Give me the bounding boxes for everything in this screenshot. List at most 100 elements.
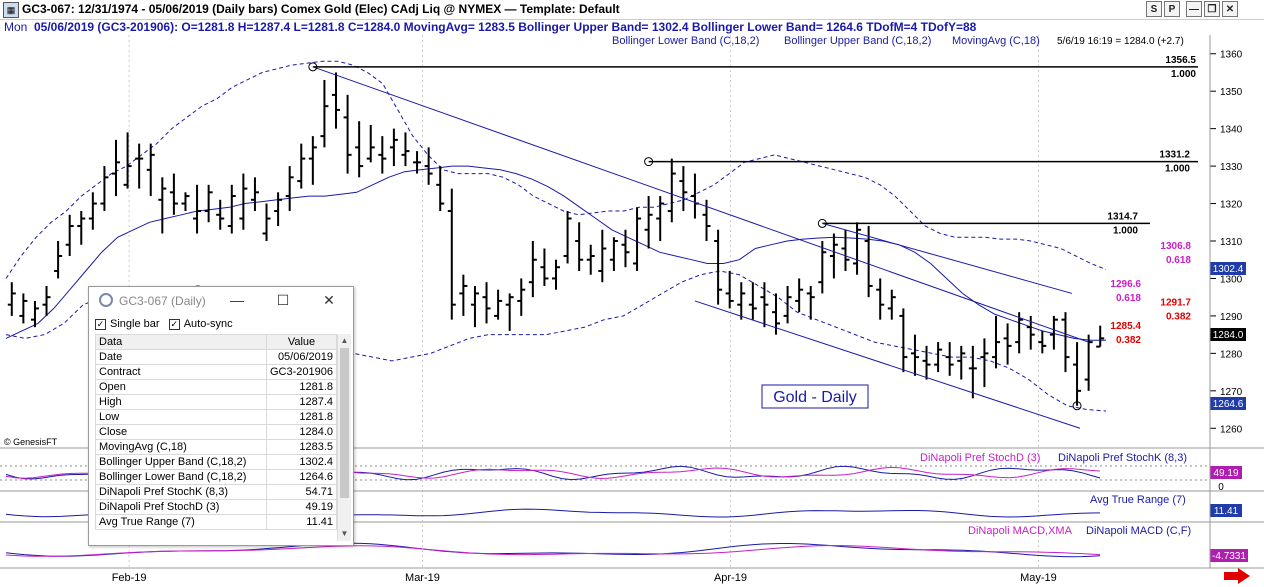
ohlc-bar <box>135 143 144 189</box>
single-bar-label: Single bar <box>110 318 160 330</box>
data-row: Avg True Range (7) 11.41 <box>95 514 337 530</box>
p-button[interactable]: P <box>1164 1 1180 17</box>
data-window[interactable]: GC3-067 (Daily) — ☐ ✕ ✓ Single bar ✓ Auto-… <box>88 286 354 546</box>
minimize-icon[interactable]: — <box>230 292 244 308</box>
ohlc-bar <box>1096 325 1105 348</box>
watermark: © GenesisFT <box>4 437 58 447</box>
ohlc-bar <box>609 237 618 271</box>
price-bars <box>7 72 1105 406</box>
data-table: Data Value Date 05/06/2019 Contract GC3-201… <box>95 334 337 530</box>
fib-labels: 1356.5 1.000 1331.2 1.000 1314.7 1.000 1306.8 0… <box>1107 55 1196 346</box>
maximize-icon[interactable]: ☐ <box>276 292 290 308</box>
ohlc-bar <box>957 345 966 380</box>
ohlc-bar <box>690 173 699 219</box>
scroll-thumb[interactable] <box>340 348 349 498</box>
fib-ratio-label: 1.000 <box>1113 225 1138 236</box>
ohlc-bar <box>679 166 688 212</box>
data-row: Bollinger Lower Band (C,18,2) 1264.6 <box>95 469 337 485</box>
ohlc-bar <box>54 241 63 279</box>
stoch-tag-text: 49.19 <box>1213 468 1238 479</box>
ohlc-bar <box>216 199 225 230</box>
ohlc-bar <box>355 121 364 178</box>
fib-price-label: 1285.4 <box>1110 321 1141 332</box>
single-bar-checkbox[interactable]: ✓ <box>95 318 106 330</box>
upper-band-tag <box>1210 262 1246 275</box>
ohlc-bar <box>1015 312 1024 354</box>
pivot-marker <box>817 218 827 228</box>
ohlc-bar <box>795 278 804 313</box>
macd-tag <box>1210 549 1248 562</box>
ohlc-bar <box>19 293 28 324</box>
s-button[interactable]: S <box>1146 1 1162 17</box>
pivot-marker <box>1072 401 1082 411</box>
minimize-button[interactable]: — <box>1186 1 1202 17</box>
macd-tag-text: -4.7331 <box>1212 551 1246 562</box>
close-tag <box>1210 328 1246 341</box>
legend-lower-band: Bollinger Lower Band (C,18,2) <box>612 35 759 47</box>
auto-sync-label: Auto-sync <box>183 318 233 330</box>
data-row-label: Contract <box>95 364 267 380</box>
fib-price-label: 1356.5 <box>1165 55 1196 66</box>
ohlc-bar <box>88 192 97 230</box>
lower-band-tag-text: 1264.6 <box>1213 399 1244 410</box>
moving-avg-line <box>5 165 1106 341</box>
chart-label-box <box>761 384 869 409</box>
data-row: High 1287.4 <box>95 394 337 410</box>
scroll-down-icon[interactable]: ▼ <box>340 529 349 538</box>
macd-label: DiNapoli MACD (C,F) <box>1086 525 1191 537</box>
ohlc-bar <box>853 222 862 275</box>
data-window-scrollbar[interactable]: ▲ ▼ <box>337 334 351 541</box>
close-icon[interactable]: ✕ <box>323 292 335 308</box>
ohlc-bar <box>598 229 607 283</box>
info-values: 05/06/2019 (GC3-201906): O=1281.8 H=1287… <box>34 20 977 34</box>
close-tag-text: 1284.0 <box>1213 330 1244 341</box>
lower-channel-line <box>694 300 1081 429</box>
data-window-header[interactable]: GC3-067 (Daily) — ☐ ✕ <box>89 287 353 315</box>
data-row-label: DiNapoli Pref StochK (8,3) <box>95 484 267 500</box>
close-button[interactable]: ✕ <box>1222 1 1238 17</box>
restore-button[interactable]: ❐ <box>1204 1 1220 17</box>
data-row: DiNapoli Pref StochK (8,3) 54.71 <box>95 484 337 500</box>
fib-price-label: 1291.7 <box>1160 298 1191 309</box>
upper-band-line <box>5 60 1107 279</box>
ohlc-bar <box>297 143 306 189</box>
ohlc-bar <box>146 143 155 197</box>
ohlc-bar <box>910 334 919 376</box>
ohlc-bar <box>470 285 479 328</box>
ohlc-bar <box>1003 323 1012 365</box>
ohlc-bar <box>540 248 549 286</box>
info-day: Mon <box>4 20 28 34</box>
data-row: Open 1281.8 <box>95 379 337 395</box>
stoch-tag <box>1210 466 1242 479</box>
ohlc-bar <box>829 233 838 279</box>
ohlc-bar <box>783 285 792 324</box>
data-row-value: 1302.4 <box>266 454 337 470</box>
ohlc-bar <box>100 166 109 212</box>
ohlc-bar <box>667 158 676 223</box>
scroll-right-icon[interactable] <box>1222 568 1252 584</box>
ohlc-bar <box>332 72 340 129</box>
ohlc-bar <box>250 177 259 212</box>
fib-ratio-label: 0.382 <box>1116 335 1141 346</box>
downtrend-line <box>312 66 1089 343</box>
scroll-up-icon[interactable]: ▲ <box>340 336 349 345</box>
ohlc-bar <box>633 207 642 271</box>
lower-band-tag <box>1210 397 1246 410</box>
ohlc-bar <box>992 315 1000 369</box>
chart-label: Gold - Daily <box>773 389 857 406</box>
ohlc-bar <box>459 274 468 316</box>
ohlc-bar <box>193 184 202 234</box>
ohlc-bar <box>7 282 16 316</box>
data-row-value: 05/06/2019 <box>266 349 337 365</box>
y-tick-label: 1330 <box>1220 162 1243 173</box>
ohlc-bar <box>112 139 120 197</box>
y-tick-label: 1260 <box>1220 424 1243 435</box>
data-row-label: Close <box>95 424 267 440</box>
ohlc-bar <box>366 124 375 163</box>
ohlc-bar <box>945 342 954 376</box>
ohlc-bar <box>528 241 537 298</box>
ohlc-bar <box>239 173 248 230</box>
ohlc-bar <box>737 282 746 320</box>
ohlc-bar <box>899 308 908 373</box>
auto-sync-checkbox[interactable]: ✓ <box>168 318 180 330</box>
